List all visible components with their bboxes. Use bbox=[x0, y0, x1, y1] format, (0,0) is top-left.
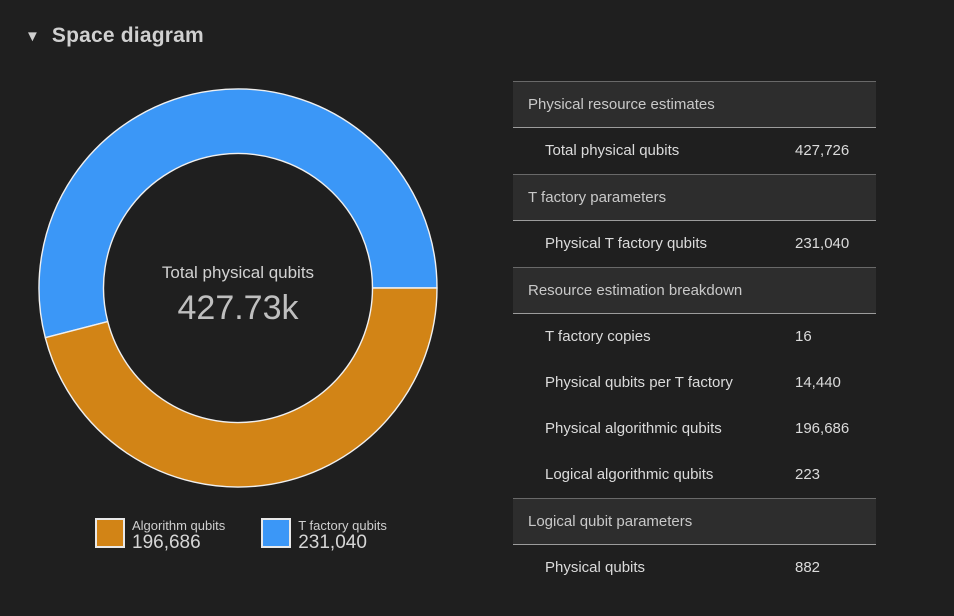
legend-label: T factory qubits bbox=[298, 518, 387, 533]
table-row-value: 223 bbox=[795, 466, 821, 483]
collapse-triangle-icon[interactable]: ▼ bbox=[25, 27, 40, 45]
table-row-logical-algorithmic-qubits: Logical algorithmic qubits 223 bbox=[513, 452, 876, 498]
legend-swatch bbox=[261, 518, 292, 548]
donut-segment-t-factory-qubits[interactable] bbox=[38, 88, 438, 339]
table-row-value: 427,726 bbox=[795, 142, 850, 159]
legend-text: T factory qubits 231,040 bbox=[298, 518, 387, 553]
table-row-label: Physical qubits bbox=[545, 559, 646, 576]
table-row-t-factory-copies: T factory copies 16 bbox=[513, 314, 876, 360]
table-row-value: 196,686 bbox=[795, 420, 850, 437]
legend-item-algorithm-qubits[interactable]: Algorithm qubits 196,686 bbox=[95, 518, 225, 553]
legend-swatch bbox=[95, 518, 125, 548]
table-row-physical-algorithmic-qubits: Physical algorithmic qubits 196,686 bbox=[513, 406, 876, 452]
donut-segment-algorithm-qubits[interactable] bbox=[44, 287, 438, 488]
legend-text: Algorithm qubits 196,686 bbox=[132, 518, 225, 553]
table-row-label: Physical algorithmic qubits bbox=[545, 420, 722, 437]
table-section-header-physical-resource-estimates: Physical resource estimates bbox=[513, 81, 876, 128]
table-row-physical-qubits: Physical qubits 882 bbox=[513, 545, 876, 591]
table-row-label: Physical qubits per T factory bbox=[545, 374, 733, 391]
table-row-label: Total physical qubits bbox=[545, 142, 680, 159]
table-section-header-resource-estimation-breakdown: Resource estimation breakdown bbox=[513, 267, 876, 314]
page-title: Space diagram bbox=[51, 24, 204, 47]
table-section-header-logical-qubit-parameters: Logical qubit parameters bbox=[513, 498, 876, 545]
table-row-physical-qubits-per-t-factory: Physical qubits per T factory 14,440 bbox=[513, 360, 876, 406]
table-row-value: 16 bbox=[795, 328, 812, 345]
chart-legend: Algorithm qubits 196,686 T factory qubits 2… bbox=[95, 518, 387, 553]
legend-value: 196,686 bbox=[132, 532, 201, 553]
table-row-value: 231,040 bbox=[795, 235, 850, 252]
table-row-value: 882 bbox=[795, 559, 821, 576]
resource-estimates-table: Physical resource estimates Total physica… bbox=[513, 81, 876, 591]
space-diagram-section-header: ▼ Space diagram bbox=[25, 24, 204, 48]
table-row-total-physical-qubits: Total physical qubits 427,726 bbox=[513, 128, 876, 174]
table-row-physical-t-factory-qubits: Physical T factory qubits 231,040 bbox=[513, 221, 876, 267]
table-row-value: 14,440 bbox=[795, 374, 841, 391]
legend-value: 231,040 bbox=[298, 532, 367, 553]
table-row-label: T factory copies bbox=[545, 328, 651, 345]
space-donut-chart bbox=[38, 88, 438, 488]
legend-item-t-factory-qubits[interactable]: T factory qubits 231,040 bbox=[261, 518, 387, 553]
table-section-header-t-factory-parameters: T factory parameters bbox=[513, 174, 876, 221]
legend-label: Algorithm qubits bbox=[132, 518, 226, 533]
table-row-label: Logical algorithmic qubits bbox=[545, 466, 714, 483]
table-row-label: Physical T factory qubits bbox=[545, 235, 708, 252]
